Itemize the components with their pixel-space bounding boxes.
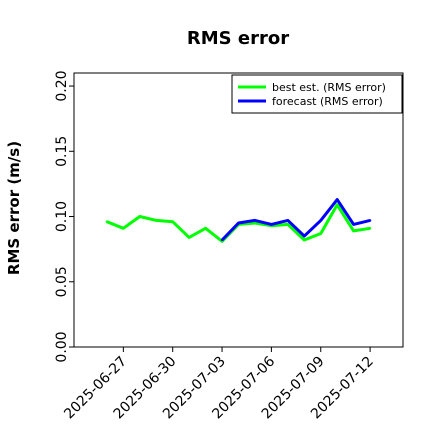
legend-entry: forecast (RMS error) <box>272 95 383 108</box>
chart-title: RMS error <box>187 28 289 49</box>
data-point <box>122 227 125 230</box>
data-point <box>368 219 372 222</box>
data-point <box>187 236 191 239</box>
data-point <box>155 219 158 222</box>
data-point <box>253 219 257 222</box>
legend-entry: best est. (RMS error) <box>272 81 386 94</box>
plot-frame <box>73 72 404 348</box>
data-point <box>319 219 322 222</box>
y-tick-label: 0.05 <box>54 266 70 297</box>
data-point <box>105 220 109 223</box>
plot-area: 0.000.050.100.150.202025-06-272025-06-30… <box>54 70 404 422</box>
legend-box <box>231 74 403 114</box>
data-point <box>303 238 306 242</box>
data-point <box>237 221 240 225</box>
data-point <box>286 219 290 222</box>
y-axis-label: RMS error (m/s) <box>5 141 23 275</box>
y-tick-label: 0.00 <box>54 331 70 362</box>
series-line-2 <box>221 198 371 242</box>
data-point <box>204 227 207 230</box>
data-point <box>253 221 257 225</box>
data-point <box>270 223 273 226</box>
data-point <box>368 227 372 230</box>
y-tick-label: 0.15 <box>54 136 70 167</box>
data-point <box>336 198 339 201</box>
data-point <box>352 229 355 233</box>
data-point <box>220 238 224 242</box>
y-tick-label: 0.20 <box>54 70 70 101</box>
data-point <box>319 232 322 235</box>
data-point <box>138 215 141 218</box>
data-point <box>336 203 339 206</box>
data-point <box>303 234 306 238</box>
data-point <box>171 220 174 223</box>
data-point <box>352 223 355 226</box>
y-tick-label: 0.10 <box>54 201 70 232</box>
data-point <box>286 223 290 226</box>
